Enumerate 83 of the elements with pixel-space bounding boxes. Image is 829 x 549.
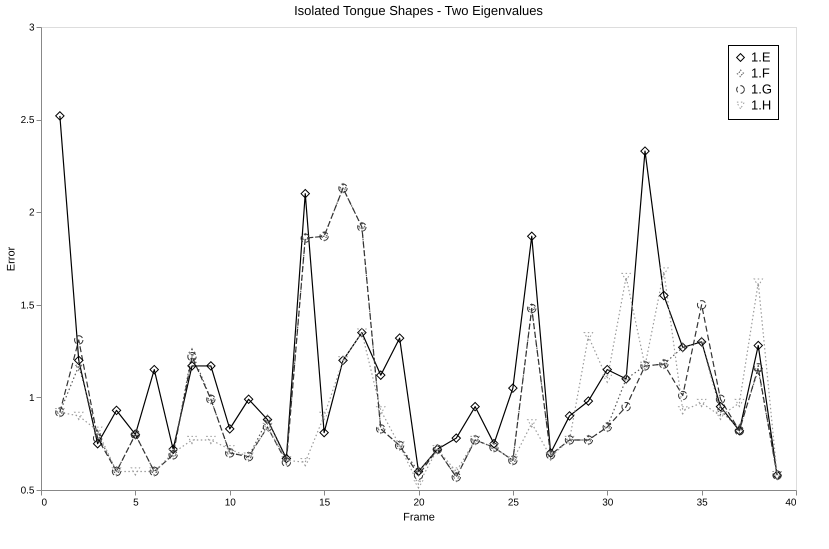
y-tick-label: 2.5 [20,115,35,126]
point [716,402,726,412]
y-tick-label: 0.5 [20,486,35,496]
point [74,361,84,371]
point [319,412,329,420]
point [716,406,726,416]
point [678,406,688,414]
point [621,272,631,282]
point [92,430,102,440]
chart-title: Isolated Tongue Shapes - Two Eigenvalues [294,3,544,18]
y-tick-label: 1.5 [20,300,35,312]
x-tick-label: 20 [413,498,425,508]
x-tick-label: 0 [42,498,48,508]
point [244,394,254,404]
legend-label: 1.E [751,50,771,64]
point [696,300,706,310]
point [74,356,84,366]
point [319,428,329,438]
point [168,444,178,454]
legend-label: 1.H [751,98,772,112]
x-tick-label: 15 [319,498,331,508]
x-tick-label: 30 [602,498,614,508]
point [754,340,763,350]
point [55,111,65,121]
point [414,480,424,489]
point [112,406,122,416]
point [584,396,594,406]
point [394,333,404,343]
point [659,267,669,276]
point [489,439,499,448]
point [716,412,726,420]
legend-label: 1.F [751,66,770,80]
point [225,424,234,434]
point [74,412,84,420]
point [527,419,536,428]
point [584,332,594,340]
point [602,374,612,384]
point [376,406,386,414]
y-tick-label: 3 [28,22,35,34]
point [74,335,84,345]
point [92,439,102,448]
legend-label: 1.G [751,82,772,96]
x-axis-title: Frame [403,512,435,524]
point [206,436,216,444]
point [734,398,744,408]
point [225,445,234,454]
point [602,364,612,374]
point [640,146,650,156]
x-tick-label: 40 [785,498,797,508]
point [92,433,102,443]
x-tick-label: 5 [133,498,140,508]
point [678,390,688,400]
point [300,188,310,198]
point [470,402,480,412]
x-tick-label: 35 [696,498,708,508]
point [696,398,706,408]
point [187,361,197,371]
y-tick-label: 1 [28,392,35,404]
point [754,363,763,372]
point [564,411,574,421]
point [716,394,726,404]
point [414,470,424,480]
point [546,452,556,461]
point [187,348,197,358]
point [187,352,197,362]
x-tick-label: 10 [224,498,236,508]
y-tick-label: 2 [28,208,35,219]
y-axis-title: Error [6,246,18,272]
point [376,370,386,380]
point [92,426,102,435]
point [508,383,518,393]
point [527,232,536,241]
point [206,361,216,371]
point [187,436,197,444]
point [452,467,461,476]
point [130,467,140,476]
point [452,433,461,443]
point [659,290,669,300]
point [300,458,310,466]
x-tick-label: 25 [508,498,520,508]
point [754,278,763,287]
point [621,402,631,412]
point [150,364,159,374]
